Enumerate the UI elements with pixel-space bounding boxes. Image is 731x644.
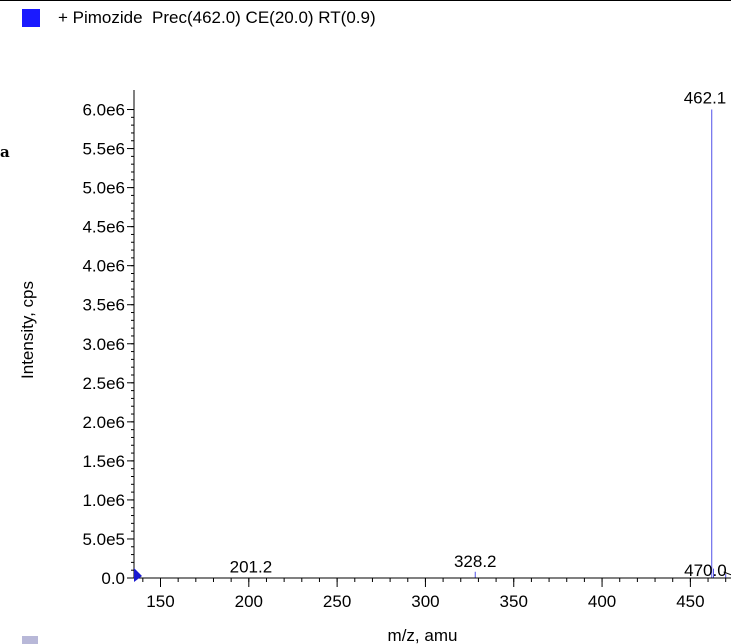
- top-border: [0, 0, 731, 1]
- origin-marker: [134, 568, 142, 582]
- x-tick-label: 250: [323, 592, 351, 611]
- ticks-layer: [127, 109, 727, 587]
- peak-label: 201.2: [230, 558, 273, 577]
- x-tick-label: 150: [146, 592, 174, 611]
- y-tick-label: 5.0e6: [82, 179, 125, 198]
- y-tick-label: 5.0e5: [82, 530, 125, 549]
- y-axis-title: Intensity, cps: [18, 281, 37, 379]
- y-tick-label: 5.5e6: [82, 140, 125, 159]
- side-mark: a: [0, 143, 10, 161]
- y-tick-label: 0.0: [101, 569, 125, 588]
- legend-swatch: [22, 9, 40, 27]
- bottom-marker: [22, 636, 38, 644]
- labels-layer: 0.0 5.0e5 1.0e6 1.5e6 2.0e6 2.5e6 3.0e6 3.5e6 4.…: [18, 89, 727, 644]
- x-tick-label: 350: [500, 592, 528, 611]
- y-tick-label: 4.5e6: [82, 218, 125, 237]
- baseline-trace: [723, 571, 731, 576]
- y-tick-label: 3.0e6: [82, 335, 125, 354]
- y-tick-label: 6.0e6: [82, 101, 125, 120]
- legend-label: + Pimozide Prec(462.0) CE(20.0) RT(0.9): [58, 8, 376, 27]
- y-tick-label: 3.5e6: [82, 296, 125, 315]
- peaks-layer: [250, 109, 731, 578]
- legend: + Pimozide Prec(462.0) CE(20.0) RT(0.9): [22, 7, 376, 29]
- x-tick-label: 200: [235, 592, 263, 611]
- y-tick-label: 2.5e6: [82, 374, 125, 393]
- y-tick-label: 1.5e6: [82, 452, 125, 471]
- y-tick-label: 4.0e6: [82, 257, 125, 276]
- peak-label: 328.2: [454, 552, 497, 571]
- peak-label: 470.0: [684, 561, 727, 580]
- y-tick-label: 2.0e6: [82, 413, 125, 432]
- peak-label: 462.1: [684, 89, 727, 108]
- y-tick-label: 1.0e6: [82, 491, 125, 510]
- x-tick-label: 400: [588, 592, 616, 611]
- x-tick-label: 450: [676, 592, 704, 611]
- axes-layer: [133, 90, 731, 582]
- x-axis-title: m/z, amu: [388, 626, 458, 644]
- x-tick-label: 300: [411, 592, 439, 611]
